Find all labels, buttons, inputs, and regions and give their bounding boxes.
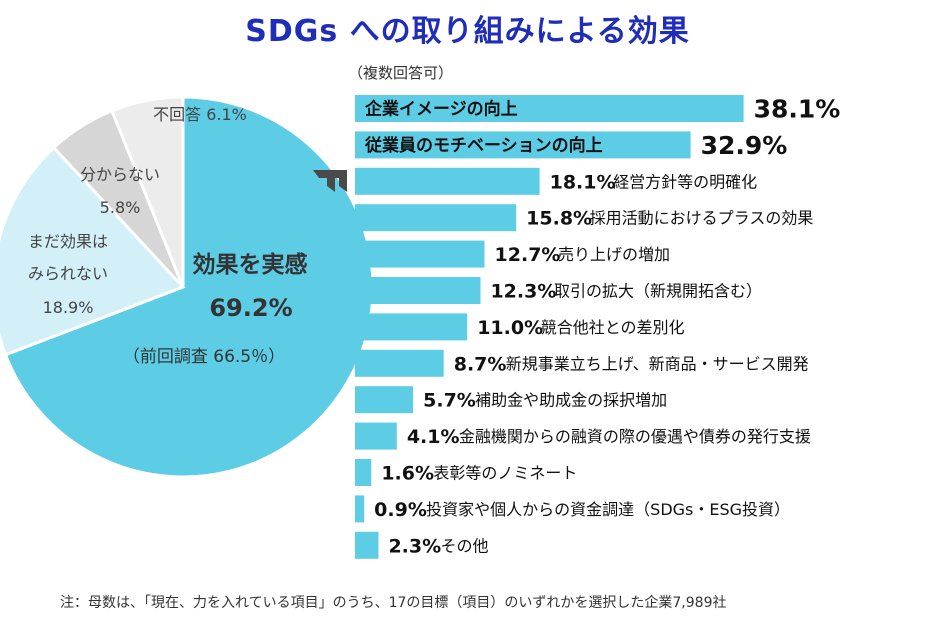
pie-label-unknown: 分からない xyxy=(80,165,160,184)
bar-category-label: 補助金や助成金の採択増加 xyxy=(475,391,667,410)
pie-main-value: 69.2% xyxy=(209,294,292,322)
pie-label-not-yet: 18.9% xyxy=(43,298,94,317)
bar-value-label: 15.8% xyxy=(526,208,592,230)
bar-value-label: 5.7% xyxy=(423,390,476,412)
bar-10 xyxy=(355,422,397,450)
chevron-arrow-icon xyxy=(313,170,347,192)
bar-3 xyxy=(355,167,540,195)
bar-4 xyxy=(355,204,517,232)
bar-category-label: 新規事業立ち上げ、新商品・サービス開発 xyxy=(506,354,809,373)
bar-2 xyxy=(355,131,691,159)
footnote: 注：母数は、「現在、力を入れている項目」のうち、17の目標（項目）のいずれかを選… xyxy=(60,595,727,611)
bar-category-label: 経営方針等の明確化 xyxy=(613,172,757,191)
bar-8 xyxy=(355,349,444,377)
bar-9 xyxy=(355,386,414,414)
bar-category-label: 取引の拡大（新規開拓含む） xyxy=(554,282,762,301)
pie-slice-not-yet xyxy=(0,145,186,357)
bar-value-label: 0.9% xyxy=(374,499,427,521)
bar-value-label: 11.0% xyxy=(477,317,543,339)
bar-chart: 企業イメージの向上 38.1% 従業員のモチベーションの向上 32.9% 18.1%経営… xyxy=(355,95,840,559)
bar-value-label: 1.6% xyxy=(381,463,434,485)
bar-11 xyxy=(355,459,372,486)
bar-category-label: 企業イメージの向上 xyxy=(364,99,518,120)
bar-category-label: 売り上げの増加 xyxy=(558,245,670,264)
bar-category-label: 投資家や個人からの資金調達（SDGs・ESG投資） xyxy=(426,500,790,519)
pie-label-not-yet: みられない xyxy=(28,264,108,283)
bar-category-label: 競合他社との差別化 xyxy=(541,318,685,337)
pie-label-no-answer: 不回答 6.1% xyxy=(153,105,247,124)
bar-value-label: 12.3% xyxy=(490,281,556,303)
bar-5 xyxy=(355,240,485,268)
bar-value-label: 2.3% xyxy=(388,535,441,557)
bar-category-label: 金融機関からの融資の際の優遇や債券の発行支援 xyxy=(459,427,811,446)
multiple-answers-note: （複数回答可） xyxy=(348,64,454,82)
pie-chart xyxy=(0,95,375,479)
bar-category-label: その他 xyxy=(440,536,488,555)
bar-7 xyxy=(355,313,468,341)
bar-value-label: 32.9% xyxy=(701,131,788,160)
bar-6 xyxy=(355,277,481,304)
bar-12 xyxy=(355,495,365,523)
pie-label-unknown: 5.8% xyxy=(100,198,141,217)
bar-category-label: 従業員のモチベーションの向上 xyxy=(364,135,603,156)
bar-1 xyxy=(355,95,744,122)
chart-title: SDGs への取り組みによる効果 xyxy=(245,14,690,49)
bar-category-label: 採用活動におけるプラスの効果 xyxy=(590,209,814,228)
bar-value-label: 38.1% xyxy=(754,95,841,124)
pie-slice-no-answer xyxy=(109,95,185,288)
pie-main-label: 効果を実感 xyxy=(193,251,308,278)
pie-label-not-yet: まだ効果は xyxy=(28,232,108,251)
chevron-icon xyxy=(325,170,347,192)
bar-value-label: 12.7% xyxy=(495,244,561,266)
pie-slice-effect-felt xyxy=(3,95,375,479)
bar-category-label: 表彰等のノミネート xyxy=(433,464,577,483)
bar-value-label: 18.1% xyxy=(550,171,616,193)
pie-main-previous: （前回調査 66.5％） xyxy=(123,347,285,367)
bar-13 xyxy=(355,531,379,559)
bar-value-label: 8.7% xyxy=(454,353,507,375)
bar-value-label: 4.1% xyxy=(407,426,460,448)
